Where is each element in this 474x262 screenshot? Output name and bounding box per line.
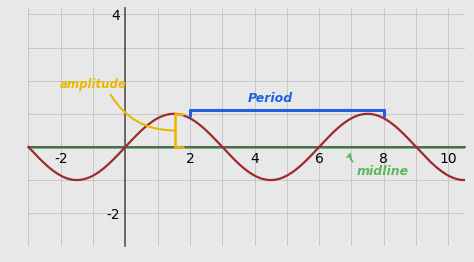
Text: Period: Period [248,91,293,105]
Text: midline: midline [356,165,409,178]
Text: amplitude: amplitude [60,78,127,91]
